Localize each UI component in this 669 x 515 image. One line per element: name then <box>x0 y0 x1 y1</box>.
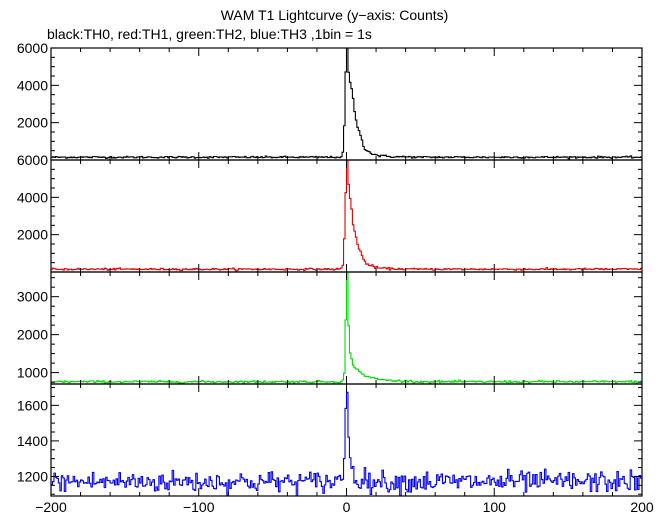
y-tick-label-th2-3000: 3000 <box>17 289 48 305</box>
y-tick-label-th2-1000: 1000 <box>17 365 48 381</box>
y-tick-label-th0-6000: 6000 <box>17 40 48 56</box>
x-tick-label-2: 0 <box>343 499 351 515</box>
y-tick-label-th0-2000: 2000 <box>17 115 48 131</box>
chart-title: WAM T1 Lightcurve (y−axis: Counts) <box>220 7 449 23</box>
y-tick-label-th1-4000: 4000 <box>17 189 48 205</box>
y-tick-label-th0-4000: 4000 <box>17 77 48 93</box>
x-tick-label-0: −200 <box>35 499 67 515</box>
series-line-th1 <box>51 159 642 272</box>
y-tick-label-th1-6000: 6000 <box>17 152 48 168</box>
y-tick-label-th3-1600: 1600 <box>17 397 48 413</box>
y-tick-label-th1-2000: 2000 <box>17 227 48 243</box>
x-tick-label-4: 200 <box>630 499 654 515</box>
x-tick-label-3: 100 <box>483 499 507 515</box>
series-line-th2 <box>51 271 642 385</box>
y-tick-label-th3-1200: 1200 <box>17 468 48 484</box>
y-tick-label-th2-2000: 2000 <box>17 327 48 343</box>
y-tick-label-th3-1400: 1400 <box>17 433 48 449</box>
x-tick-label-1: −100 <box>183 499 215 515</box>
series-line-th3 <box>51 391 642 497</box>
series-line-th0 <box>51 47 642 160</box>
chart-subtitle: black:TH0, red:TH1, green:TH2, blue:TH3 … <box>47 26 372 42</box>
